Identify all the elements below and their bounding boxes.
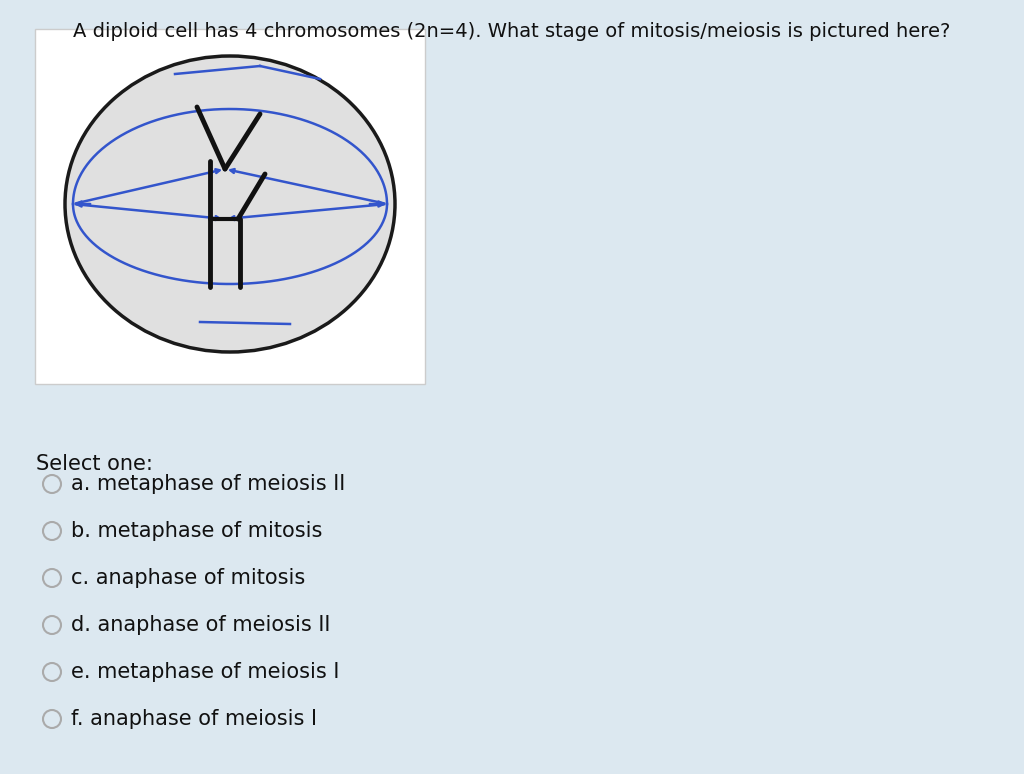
Text: f. anaphase of meiosis I: f. anaphase of meiosis I — [71, 709, 317, 729]
Text: b. metaphase of mitosis: b. metaphase of mitosis — [71, 521, 323, 541]
Text: c. anaphase of mitosis: c. anaphase of mitosis — [71, 568, 305, 588]
Text: a. metaphase of meiosis II: a. metaphase of meiosis II — [71, 474, 345, 494]
FancyBboxPatch shape — [35, 29, 425, 384]
Text: A diploid cell has 4 chromosomes (2n=4). What stage of mitosis/meiosis is pictur: A diploid cell has 4 chromosomes (2n=4).… — [74, 22, 950, 41]
Ellipse shape — [65, 56, 395, 352]
Text: Select one:: Select one: — [36, 454, 153, 474]
Text: e. metaphase of meiosis I: e. metaphase of meiosis I — [71, 662, 339, 682]
Text: d. anaphase of meiosis II: d. anaphase of meiosis II — [71, 615, 331, 635]
